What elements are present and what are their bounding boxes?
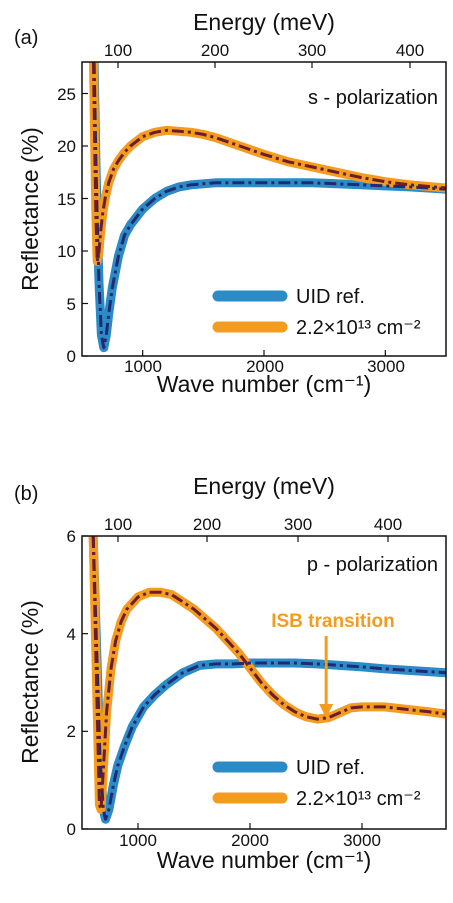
- y-tick-labels: 0 2 4 6: [67, 527, 76, 839]
- x-tick-labels: 1000 2000 3000: [124, 357, 405, 376]
- y-tick-label: 0: [67, 820, 76, 839]
- y-tick-label: 4: [67, 625, 76, 644]
- top-tick-label: 200: [193, 515, 221, 534]
- y-tick-label: 0: [67, 347, 76, 366]
- legend: UID ref. 2.2×10¹³ cm⁻²: [212, 757, 421, 810]
- arrow-head: [319, 704, 334, 718]
- y-axis-label: Reflectance (%): [17, 127, 43, 291]
- plot-frame: [81, 61, 447, 357]
- x-tick-label: 3000: [343, 831, 381, 850]
- plot-area: [89, 62, 446, 353]
- legend-label: 2.2×10¹³ cm⁻²: [296, 788, 421, 810]
- y-axis-label: Reflectance (%): [17, 600, 43, 764]
- top-tick-label: 400: [396, 41, 424, 60]
- legend-label: 2.2×10¹³ cm⁻²: [296, 317, 421, 339]
- polarization-annotation: p - polarization: [307, 554, 438, 576]
- top-tick-labels: 100 200 300 400: [104, 41, 424, 60]
- series-line: [88, 536, 446, 824]
- x-axis-label: Wave number (cm⁻¹): [157, 847, 371, 873]
- legend-label: UID ref.: [296, 286, 365, 308]
- panel-label: (b): [14, 483, 38, 505]
- y-tick-label: 10: [57, 242, 76, 261]
- top-tick-label: 300: [298, 41, 326, 60]
- legend-label: UID ref.: [296, 757, 365, 779]
- polarization-annotation: s - polarization: [308, 87, 438, 109]
- x-tick-labels: 1000 2000 3000: [119, 831, 381, 850]
- plot-frame: [81, 535, 447, 830]
- isb-transition-label: ISB transition: [271, 611, 395, 632]
- fit-line: [92, 62, 446, 350]
- top-axis-label: Energy (meV): [193, 9, 335, 35]
- top-axis-label: Energy (meV): [193, 473, 335, 499]
- y-tick-label: 5: [67, 295, 76, 314]
- y-tick-label: 15: [57, 190, 76, 209]
- y-tick-label: 2: [67, 722, 76, 741]
- x-tick-label: 2000: [246, 357, 284, 376]
- y-tick-label: 6: [67, 527, 76, 546]
- y-tick-label: 25: [57, 85, 76, 104]
- y-tick-label: 20: [57, 137, 76, 156]
- top-tick-label: 100: [104, 515, 132, 534]
- fit-line: [92, 62, 446, 263]
- plot-area: [88, 536, 446, 824]
- top-tick-label: 100: [104, 41, 132, 60]
- top-tick-label: 300: [284, 515, 312, 534]
- top-tick-labels: 100 200 300 400: [104, 515, 402, 534]
- x-axis-label: Wave number (cm⁻¹): [157, 371, 371, 397]
- x-tick-label: 1000: [124, 357, 162, 376]
- panel-b: (b) Energy (meV) Wave number (cm⁻¹) Refl…: [14, 473, 447, 873]
- isb-transition-arrow: [319, 636, 334, 718]
- fit-line: [91, 536, 446, 811]
- top-tick-label: 400: [374, 515, 402, 534]
- y-tick-labels: 0 5 10 15 20 25: [57, 85, 76, 366]
- top-tick-label: 200: [201, 41, 229, 60]
- tick-marks: [82, 535, 389, 830]
- x-tick-label: 2000: [231, 831, 269, 850]
- x-tick-label: 3000: [367, 357, 405, 376]
- panel-label: (a): [14, 27, 38, 49]
- fit-line: [91, 536, 446, 821]
- x-tick-label: 1000: [119, 831, 157, 850]
- legend: UID ref. 2.2×10¹³ cm⁻²: [212, 286, 421, 339]
- panel-a: (a) Energy (meV) Wave number (cm⁻¹) Refl…: [14, 9, 447, 397]
